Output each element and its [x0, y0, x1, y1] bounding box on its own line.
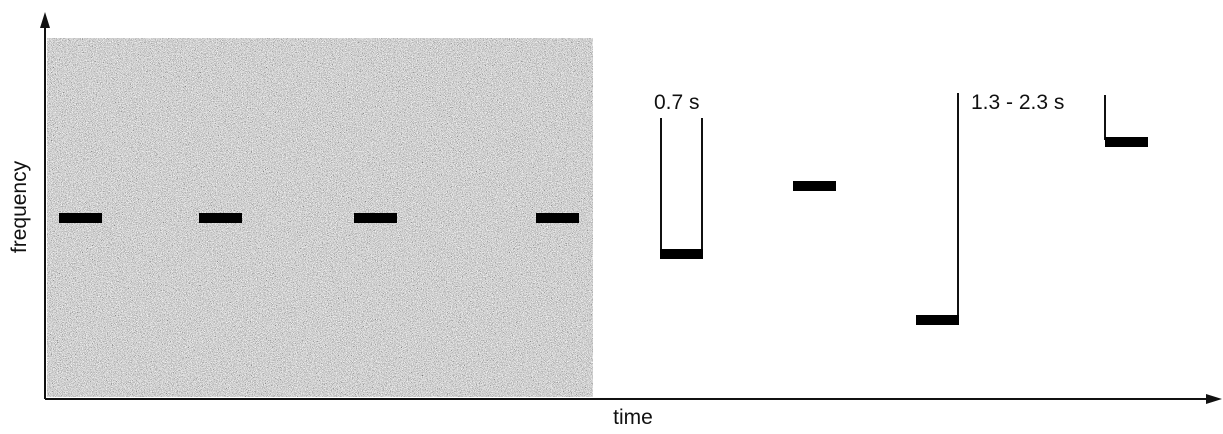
- tone-masked-2: [199, 213, 242, 223]
- tone-masked-4: [536, 213, 579, 223]
- y-axis-arrowhead: [40, 12, 50, 28]
- tone-masked-1: [59, 213, 102, 223]
- tone-target-3: [916, 315, 959, 325]
- x-axis-label: time: [613, 406, 653, 429]
- noise-masker: [47, 38, 593, 397]
- tone-masked-3: [354, 213, 397, 223]
- tone-target-2: [793, 181, 836, 191]
- x-axis-arrowhead: [1206, 394, 1222, 404]
- tone-target-4: [1105, 137, 1148, 147]
- tone-target-1: [660, 249, 703, 259]
- axes: [40, 12, 1222, 404]
- interval-long-label: 1.3 - 2.3 s: [971, 91, 1064, 114]
- interval-short-label: 0.7 s: [654, 91, 700, 114]
- y-axis-label: frequency: [8, 160, 31, 253]
